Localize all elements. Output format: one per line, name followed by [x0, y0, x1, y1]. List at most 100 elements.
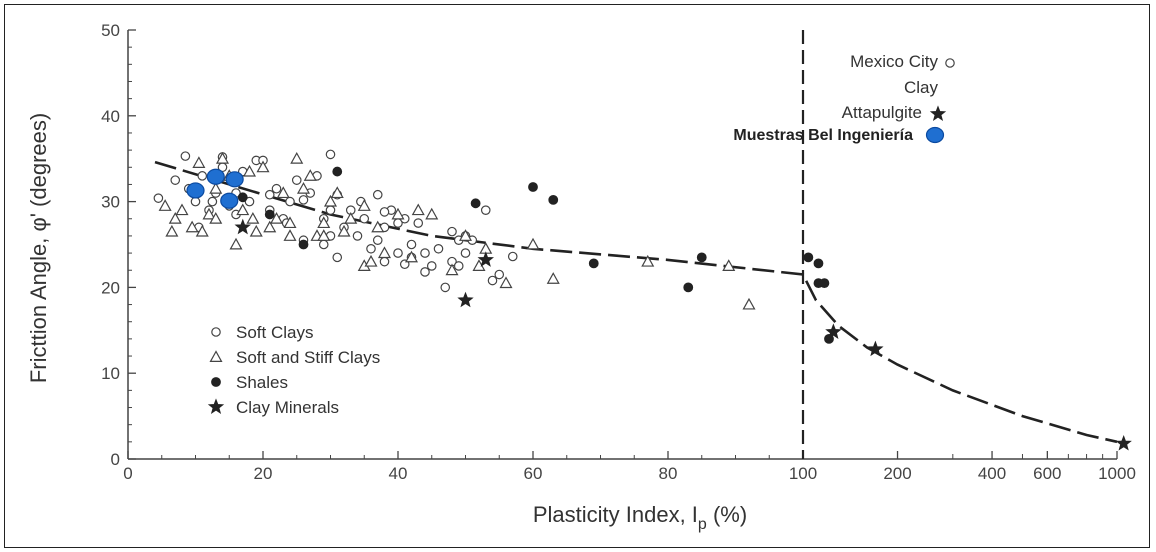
- x-tick-label: 100: [789, 464, 817, 483]
- data-point: [190, 196, 201, 207]
- series-triangle-open: [158, 151, 756, 310]
- legend-label: Soft Clays: [236, 323, 313, 342]
- data-point: [420, 248, 430, 258]
- data-point: [344, 212, 358, 224]
- data-point: [325, 205, 336, 215]
- data-point: [276, 186, 290, 199]
- data-point: [256, 160, 270, 173]
- data-point: [244, 196, 255, 207]
- data-point: [460, 248, 471, 258]
- data-point: [457, 291, 474, 308]
- data-point: [413, 218, 424, 228]
- data-point: [290, 151, 304, 164]
- data-point: [393, 248, 403, 258]
- legend-symbol: [209, 350, 223, 362]
- x-tick-label: 200: [883, 464, 911, 483]
- data-point: [332, 252, 343, 263]
- data-point: [546, 272, 560, 284]
- x-tick-label: 20: [254, 464, 273, 483]
- x-axis-label: Plasticity Index, Ip (%): [533, 502, 747, 533]
- data-point: [813, 258, 824, 269]
- legend-symbol: [929, 105, 947, 122]
- data-point: [819, 278, 830, 289]
- data-point: [548, 194, 559, 205]
- data-point: [165, 224, 179, 237]
- data-point: [229, 237, 243, 250]
- data-point: [158, 199, 172, 211]
- y-tick-label: 20: [101, 278, 120, 297]
- data-point: [175, 203, 189, 216]
- data-point: [170, 175, 181, 185]
- data-point: [207, 196, 218, 207]
- series-circle-open: [153, 149, 518, 293]
- y-tick-label: 10: [101, 364, 120, 383]
- legend-symbol: [207, 398, 225, 415]
- data-point: [242, 164, 257, 177]
- y-axis-label: Fricttion Angle, φ' (degrees): [26, 113, 51, 383]
- data-point: [298, 195, 309, 205]
- legend-label: Clay Minerals: [236, 398, 339, 417]
- data-point: [225, 171, 244, 188]
- data-point: [246, 212, 260, 224]
- data-point: [332, 166, 343, 177]
- data-point: [269, 212, 284, 224]
- axes: 0 10 20 30 40 50 0 20 40 60 80 100 200 400 600 1000: [101, 21, 1136, 483]
- legends: Soft Clays Soft and Stiff Clays Shales Clay…: [207, 52, 955, 417]
- data-point: [487, 275, 498, 286]
- data-point: [377, 246, 392, 259]
- y-tick-label: 40: [101, 107, 120, 126]
- data-point: [366, 243, 376, 254]
- legend-label: Soft and Stiff Clays: [236, 348, 380, 367]
- x-tick-label: 40: [389, 464, 408, 483]
- data-point: [330, 186, 344, 199]
- data-point: [195, 224, 209, 237]
- data-point: [220, 192, 239, 209]
- data-point: [192, 156, 206, 168]
- series-circle-filled: [237, 166, 834, 344]
- x-tick-label: 0: [123, 464, 132, 483]
- data-point: [283, 216, 297, 229]
- data-point: [357, 199, 371, 211]
- x-tick-label: 600: [1033, 464, 1061, 483]
- x-tick-label: 60: [524, 464, 543, 483]
- data-point: [722, 259, 736, 271]
- data-point: [264, 189, 275, 200]
- data-point: [470, 198, 481, 209]
- data-point: [420, 267, 430, 277]
- data-point: [453, 261, 464, 271]
- data-point: [696, 252, 707, 263]
- data-point: [364, 254, 378, 267]
- legend-symbol: [211, 327, 221, 337]
- legend-label: Shales: [236, 373, 288, 392]
- data-point: [317, 216, 331, 229]
- data-point: [458, 229, 473, 241]
- y-tick-label: 30: [101, 193, 120, 212]
- data-point: [325, 149, 336, 160]
- data-point: [528, 182, 538, 192]
- legend-symbol: [211, 377, 221, 387]
- data-point: [249, 224, 263, 237]
- legend-label: Attapulgite: [842, 103, 922, 122]
- data-point: [440, 282, 451, 293]
- series-ellipse-blue: [186, 168, 244, 209]
- data-point: [153, 193, 164, 203]
- data-point: [425, 207, 439, 220]
- series-star: [234, 218, 1132, 451]
- data-point: [379, 207, 390, 217]
- data-point: [372, 235, 383, 246]
- data-point: [202, 207, 216, 220]
- data-marks: [153, 149, 1132, 451]
- y-tick-label: 0: [111, 450, 120, 469]
- data-point: [507, 251, 518, 262]
- data-point: [283, 229, 297, 241]
- data-point: [641, 254, 655, 267]
- data-point: [337, 224, 351, 237]
- data-point: [359, 213, 370, 224]
- data-point: [303, 169, 317, 181]
- data-point: [477, 251, 494, 267]
- data-point: [209, 212, 223, 224]
- data-point: [264, 209, 275, 220]
- data-point: [494, 269, 505, 280]
- data-point: [168, 212, 182, 224]
